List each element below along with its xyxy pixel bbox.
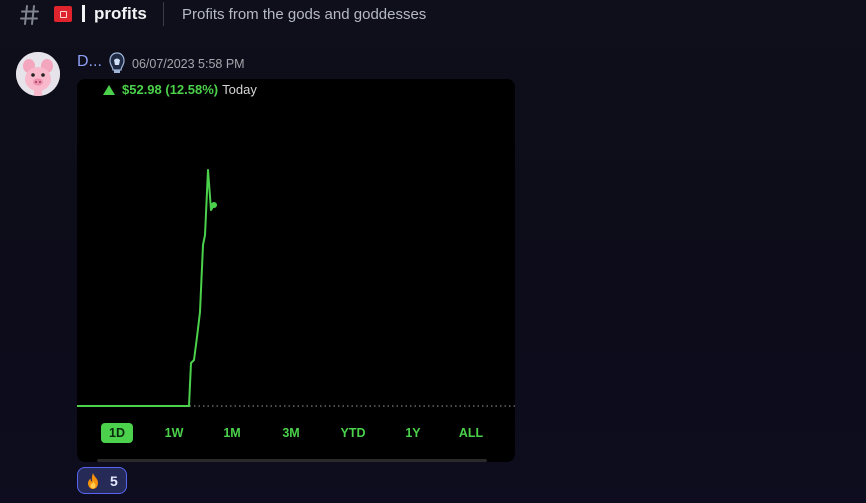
message-author[interactable]: D... — [77, 53, 102, 70]
time-range-selector: 1D 1W 1M 3M YTD 1Y ALL — [77, 423, 515, 445]
message-image[interactable]: $52.98 (12.58%) Today 1D 1W 1M 3M YTD 1Y… — [77, 79, 515, 462]
pig-avatar-icon — [16, 52, 60, 96]
range-1y[interactable]: 1Y — [405, 426, 421, 440]
avatar[interactable] — [16, 52, 60, 96]
price-line — [77, 169, 215, 407]
image-scrollbar — [97, 459, 487, 462]
price-marker — [211, 202, 217, 208]
channel-name: profits — [94, 4, 147, 23]
range-ytd[interactable]: YTD — [340, 426, 366, 440]
channel-topic[interactable]: Profits from the gods and goddesses — [182, 6, 427, 23]
range-3m[interactable]: 3M — [282, 426, 300, 440]
price-change-value: $52.98 (12.58%) — [122, 82, 219, 97]
message-timestamp: 06/07/2023 5:58 PM — [132, 57, 245, 71]
price-change-row: $52.98 (12.58%) Today — [103, 82, 257, 97]
reaction-count: 5 — [110, 472, 118, 489]
reaction-fire[interactable]: 5 — [77, 467, 127, 494]
range-1w[interactable]: 1W — [164, 426, 184, 440]
channel-header: profits Profits from the gods and goddes… — [0, 0, 866, 30]
range-all[interactable]: ALL — [458, 426, 484, 440]
range-1d[interactable]: 1D — [101, 423, 133, 443]
fire-icon — [88, 472, 98, 489]
channel-separator — [82, 5, 85, 22]
range-1m[interactable]: 1M — [223, 426, 241, 440]
price-chart — [77, 169, 515, 407]
role-badge-icon[interactable] — [107, 52, 127, 74]
header-divider — [163, 2, 164, 26]
price-change-period: Today — [222, 82, 257, 97]
channel-emoji-icon — [54, 6, 72, 22]
hashtag-icon — [20, 5, 39, 25]
up-arrow-icon — [103, 84, 115, 95]
